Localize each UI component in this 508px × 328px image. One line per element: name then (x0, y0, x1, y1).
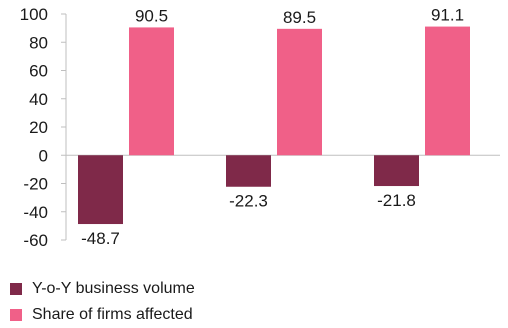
legend-label-yoy-business-volume: Y-o-Y business volume (32, 280, 195, 297)
y-tick-label: -60 (23, 231, 48, 250)
legend-label-share-of-firms-affected: Share of firms affected (32, 306, 193, 323)
bar-yoy-business-volume (78, 155, 123, 225)
y-tick-label: 20 (29, 118, 48, 137)
legend: Y-o-Y business volume Share of firms aff… (10, 276, 195, 328)
data-label: -48.7 (81, 229, 120, 248)
y-tick-label: 0 (39, 146, 48, 165)
y-tick-label: -40 (23, 203, 48, 222)
data-label: 91.1 (431, 6, 464, 25)
bar-yoy-business-volume (226, 155, 271, 187)
data-label: 90.5 (135, 6, 168, 25)
bars (78, 26, 470, 225)
data-label: -21.8 (377, 191, 416, 210)
y-tick-label: -20 (23, 175, 48, 194)
bar-chart: 100 80 60 40 20 0 -20 -40 -60 -48.7 -22.3 -21.8 90.… (20, 5, 500, 250)
bar-share-of-firms-affected (277, 28, 322, 156)
bar-share-of-firms-affected (425, 26, 470, 156)
data-label: 89.5 (283, 8, 316, 27)
bar-yoy-business-volume (374, 155, 419, 187)
bar-share-of-firms-affected (129, 27, 174, 156)
y-tick-label: 40 (29, 90, 48, 109)
y-tick-label: 100 (20, 5, 48, 24)
y-tick-label: 60 (29, 62, 48, 81)
legend-swatch-share-of-firms-affected (10, 309, 22, 321)
legend-item-share-of-firms-affected: Share of firms affected (10, 302, 195, 328)
data-labels: -48.7 -22.3 -21.8 90.5 89.5 91.1 (81, 6, 464, 248)
y-tick-label: 80 (29, 33, 48, 52)
legend-item-yoy-business-volume: Y-o-Y business volume (10, 276, 195, 302)
data-label: -22.3 (229, 192, 268, 211)
legend-swatch-yoy-business-volume (10, 283, 22, 295)
